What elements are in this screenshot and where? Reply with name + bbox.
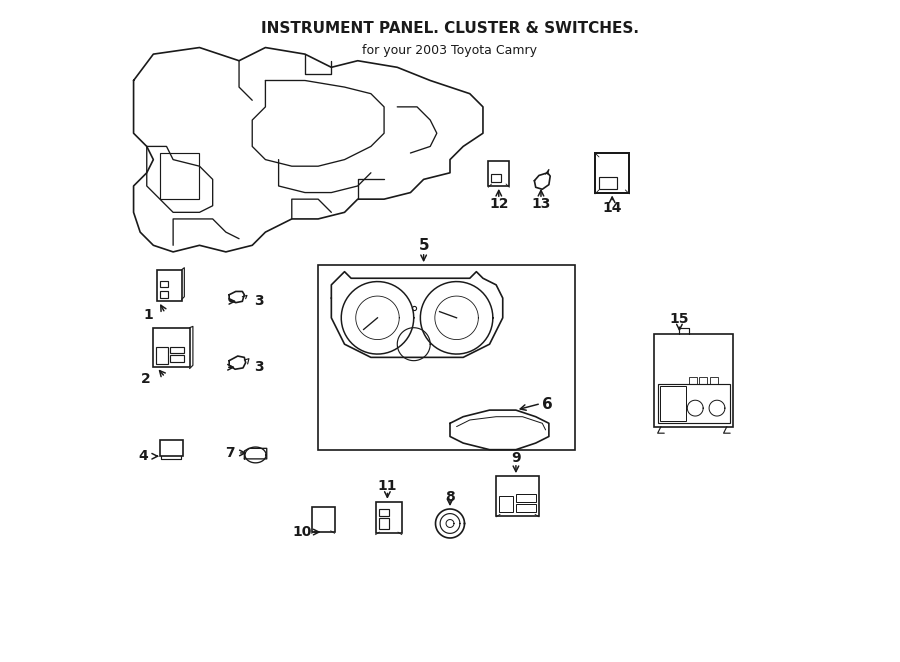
Bar — [595, 153, 629, 193]
Bar — [710, 377, 717, 384]
Bar — [311, 507, 335, 532]
Text: 4: 4 — [138, 449, 148, 463]
Text: 2: 2 — [140, 372, 150, 386]
Bar — [379, 509, 390, 516]
Bar — [488, 161, 509, 186]
Bar — [599, 177, 617, 189]
Text: 12: 12 — [489, 197, 508, 211]
Text: 15: 15 — [670, 312, 689, 326]
Bar — [170, 347, 184, 354]
Bar — [699, 377, 707, 384]
Bar — [496, 476, 539, 516]
Text: INSTRUMENT PANEL. CLUSTER & SWITCHES.: INSTRUMENT PANEL. CLUSTER & SWITCHES. — [261, 21, 639, 36]
Bar — [500, 496, 513, 512]
Bar — [516, 504, 536, 512]
Bar — [375, 502, 402, 534]
Bar — [658, 384, 730, 423]
Bar — [160, 153, 200, 199]
Text: 3: 3 — [254, 360, 264, 374]
Bar — [491, 174, 501, 182]
Text: 7: 7 — [225, 446, 235, 460]
Bar — [660, 386, 686, 421]
Bar — [156, 348, 168, 364]
Text: 8: 8 — [446, 490, 454, 504]
Text: 14: 14 — [602, 201, 622, 214]
Text: 1: 1 — [143, 308, 153, 322]
Bar — [654, 334, 733, 426]
Bar — [516, 495, 536, 502]
Text: 13: 13 — [531, 197, 551, 211]
Text: 10: 10 — [292, 525, 312, 539]
Text: 6: 6 — [542, 397, 553, 412]
Text: 5: 5 — [418, 238, 429, 253]
Text: 11: 11 — [378, 479, 397, 493]
Bar — [688, 377, 697, 384]
Bar — [160, 281, 168, 287]
Bar — [160, 291, 168, 298]
Bar — [170, 355, 184, 362]
Bar — [153, 328, 190, 367]
Text: 3: 3 — [254, 295, 264, 308]
Bar — [157, 269, 182, 301]
Bar — [379, 518, 390, 529]
Text: for your 2003 Toyota Camry: for your 2003 Toyota Camry — [363, 44, 537, 57]
Text: 9: 9 — [511, 451, 521, 465]
Bar — [160, 440, 183, 456]
Bar — [319, 265, 575, 449]
